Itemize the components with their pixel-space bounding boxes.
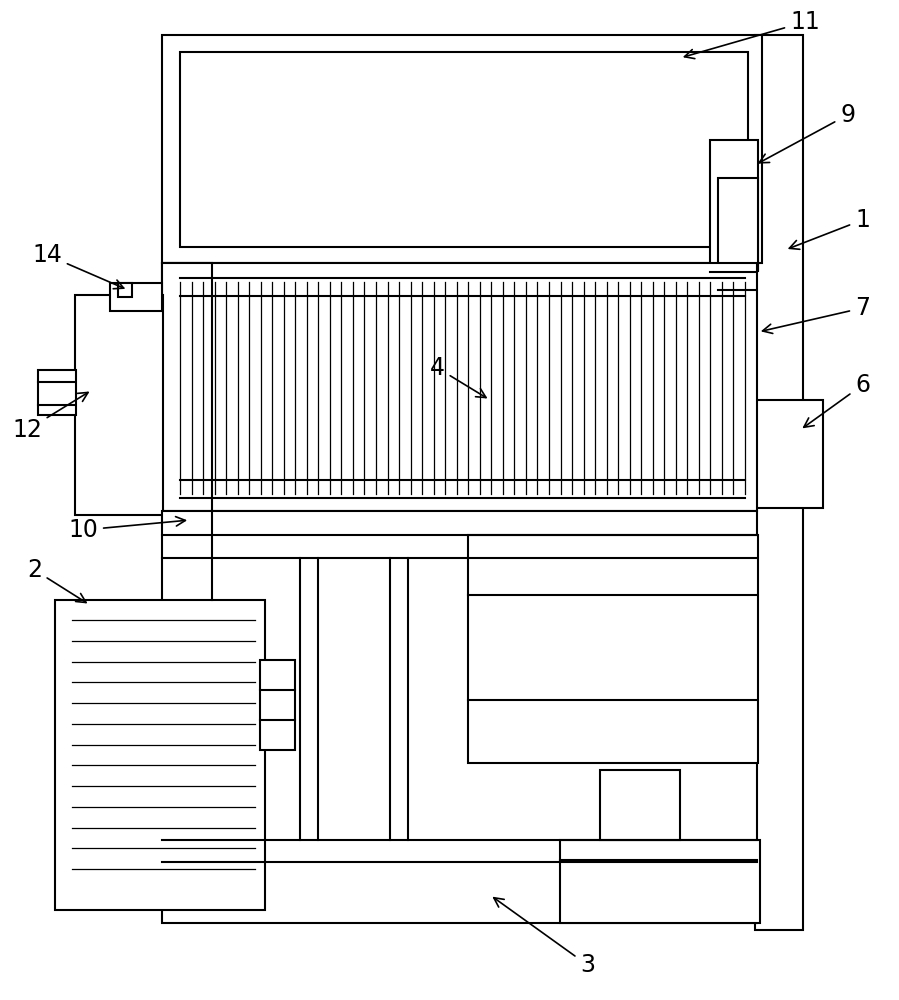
Text: 4: 4: [430, 356, 486, 398]
Text: 3: 3: [494, 898, 595, 977]
Bar: [710, 140, 758, 270]
Bar: [118, 283, 132, 297]
Text: 14: 14: [32, 243, 124, 289]
Bar: [38, 370, 76, 415]
Bar: [162, 35, 762, 263]
Bar: [718, 178, 758, 271]
Text: 12: 12: [12, 392, 88, 442]
Bar: [162, 511, 757, 923]
Bar: [468, 535, 758, 763]
Bar: [162, 263, 212, 511]
Text: 9: 9: [759, 103, 855, 163]
Text: 2: 2: [27, 558, 86, 603]
Bar: [755, 400, 823, 508]
Text: 11: 11: [684, 10, 820, 59]
Text: 10: 10: [68, 517, 185, 542]
Bar: [560, 840, 760, 923]
Bar: [600, 770, 680, 840]
Text: 6: 6: [804, 373, 870, 427]
Text: 1: 1: [789, 208, 870, 249]
Bar: [55, 600, 265, 910]
Text: 7: 7: [762, 296, 870, 333]
Bar: [260, 660, 295, 750]
Bar: [180, 52, 748, 247]
Bar: [755, 35, 803, 930]
Bar: [162, 263, 757, 511]
Bar: [110, 283, 162, 311]
Bar: [75, 295, 163, 515]
